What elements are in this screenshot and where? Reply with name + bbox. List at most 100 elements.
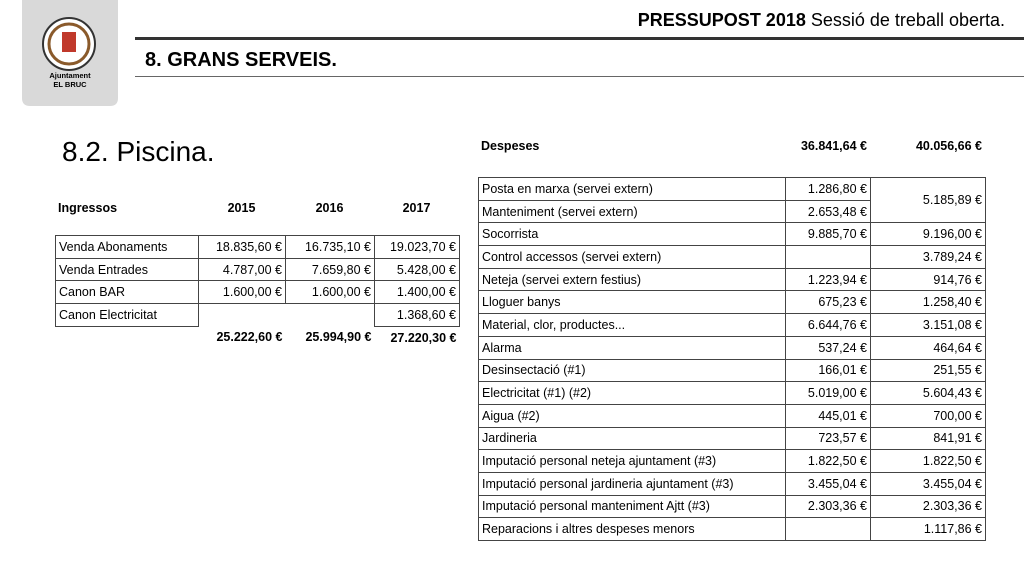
cell: 2.303,36 € (785, 494, 871, 519)
cell: 25.222,60 € (216, 330, 283, 345)
row: Socorrista 9.885,70 €9.196,00 € (478, 222, 986, 247)
row: Imputació personal jardineria ajuntament… (478, 471, 986, 496)
header-rule (135, 37, 1024, 40)
cell: 914,76 € (870, 267, 986, 292)
cell: Reparacions i altres despeses menors (478, 517, 786, 541)
income-table: Venda Abonaments 18.835,60 €16.735,10 €19… (55, 235, 460, 348)
cell: 1.223,94 € (785, 267, 871, 292)
cell: 7.659,80 € (285, 257, 375, 282)
cell: Imputació personal manteniment Ajtt (#3) (478, 494, 786, 519)
row: Desinsectació (#1) 166,01 €251,55 € (478, 358, 986, 383)
cell: 464,64 € (870, 335, 986, 360)
subsection-title: 8.2. Piscina. (62, 136, 215, 167)
cell: 5.019,00 € (785, 381, 871, 405)
header-graphics: Ajuntament EL BRUC (22, 0, 1024, 106)
cell: Canon Electricitat (55, 303, 199, 327)
cell: Despeses (481, 138, 540, 153)
cell: 2017 (402, 200, 431, 215)
cell: 1.600,00 € (198, 280, 286, 305)
cell: Jardineria (478, 426, 786, 451)
cell: 700,00 € (870, 403, 986, 428)
cell: 3.455,04 € (870, 471, 986, 496)
row: Imputació personal neteja ajuntament (#3… (478, 449, 986, 473)
cell (785, 517, 871, 541)
cell: Neteja (servei extern festius) (478, 267, 786, 292)
row: Posta en marxa (servei extern) 1.286,80 €… (478, 176, 986, 224)
cell (785, 245, 871, 269)
cell: Posta en marxa (servei extern) (478, 177, 786, 201)
cell: Lloguer banys (478, 290, 786, 315)
cell: 675,23 € (785, 290, 871, 315)
cell: 5.604,43 € (870, 381, 986, 405)
cell: Aigua (#2) (478, 403, 786, 428)
cell: Socorrista (478, 222, 786, 247)
cell (56, 326, 199, 348)
cell: 1.822,50 € (870, 449, 986, 473)
cell: 5.428,00 € (374, 257, 460, 282)
cell: 166,01 € (785, 358, 871, 383)
cell: Alarma (478, 335, 786, 360)
title-bold: PRESSUPOST 2018 (637, 10, 806, 30)
row: Venda Abonaments 18.835,60 €16.735,10 €19… (55, 235, 460, 259)
cell: 2.653,48 € (785, 199, 871, 224)
cell: 3.455,04 € (785, 471, 871, 496)
cell: Manteniment (servei extern) (478, 199, 786, 224)
cell: Imputació personal neteja ajuntament (#3… (478, 449, 786, 473)
section-title: 8. GRANS SERVEIS. (145, 49, 337, 71)
logo-shield (62, 32, 76, 52)
income-header: Ingressos 2015 2016 2017 (55, 197, 459, 219)
logo-ring (47, 22, 91, 66)
slide-title: PRESSUPOST 2018 Sessió de treball oberta… (638, 10, 1005, 31)
cell (199, 304, 286, 327)
cell: 16.735,10 € (285, 235, 375, 259)
cell: 3.789,24 € (870, 245, 986, 269)
row: 25.222,60 € 25.994,90 € 27.220,30 € (56, 326, 460, 348)
cell: 27.220,30 € (390, 330, 457, 345)
cell (286, 304, 375, 327)
logo-text: EL BRUC (53, 80, 87, 89)
cell: 1.400,00 € (374, 280, 460, 305)
row: Canon BAR 1.600,00 €1.600,00 €1.400,00 € (55, 280, 460, 305)
logo-text: Ajuntament (49, 71, 91, 80)
cell: 537,24 € (785, 335, 871, 360)
row: Despeses 36.841,64 € 40.056,66 € (478, 135, 985, 157)
cell: 18.835,60 € (198, 235, 286, 259)
cell: 4.787,00 € (198, 257, 286, 282)
cell: 5.185,89 € (870, 176, 986, 224)
cell: 251,55 € (870, 358, 986, 383)
title-rest: Sessió de treball oberta. (810, 10, 1005, 30)
cell: 25.994,90 € (305, 330, 372, 345)
cell: Desinsectació (#1) (478, 358, 786, 383)
row: Aigua (#2) 445,01 €700,00 € (478, 403, 986, 428)
row: Venda Entrades 4.787,00 €7.659,80 €5.428,… (55, 257, 460, 282)
cell: 723,57 € (785, 426, 871, 451)
row: Material, clor, productes... 6.644,76 €3.… (478, 313, 986, 337)
cell: 3.151,08 € (870, 313, 986, 337)
row: Control accessos (servei extern) 3.789,24… (478, 245, 986, 269)
cell: 445,01 € (785, 403, 871, 428)
row: Canon Electricitat 1.368,60 € (55, 303, 460, 327)
cell: 9.885,70 € (785, 222, 871, 247)
cell: 2016 (315, 200, 344, 215)
cell: 1.286,80 € (785, 177, 871, 201)
cell: Electricitat (#1) (#2) (478, 381, 786, 405)
row: Reparacions i altres despeses menors 1.11… (478, 517, 986, 541)
cell: 1.600,00 € (285, 280, 375, 305)
cell: Control accessos (servei extern) (478, 245, 786, 269)
row: Neteja (servei extern festius) 1.223,94 €… (478, 267, 986, 292)
cell: 1.117,86 € (870, 517, 986, 541)
cell: Venda Abonaments (55, 235, 199, 259)
expense-table: Posta en marxa (servei extern) 1.286,80 €… (478, 176, 986, 541)
row: Electricitat (#1) (#2) 5.019,00 €5.604,43… (478, 381, 986, 405)
row: Imputació personal manteniment Ajtt (#3)… (478, 494, 986, 519)
cell: 6.644,76 € (785, 313, 871, 337)
cell: 841,91 € (870, 426, 986, 451)
cell: 2015 (227, 200, 256, 215)
cell: 1.368,60 € (374, 303, 460, 327)
row: Alarma 537,24 €464,64 € (478, 335, 986, 360)
row: Jardineria 723,57 €841,91 € (478, 426, 986, 451)
cell: 1.822,50 € (785, 449, 871, 473)
cell: Ingressos (58, 200, 118, 215)
cell: Canon BAR (55, 280, 199, 305)
